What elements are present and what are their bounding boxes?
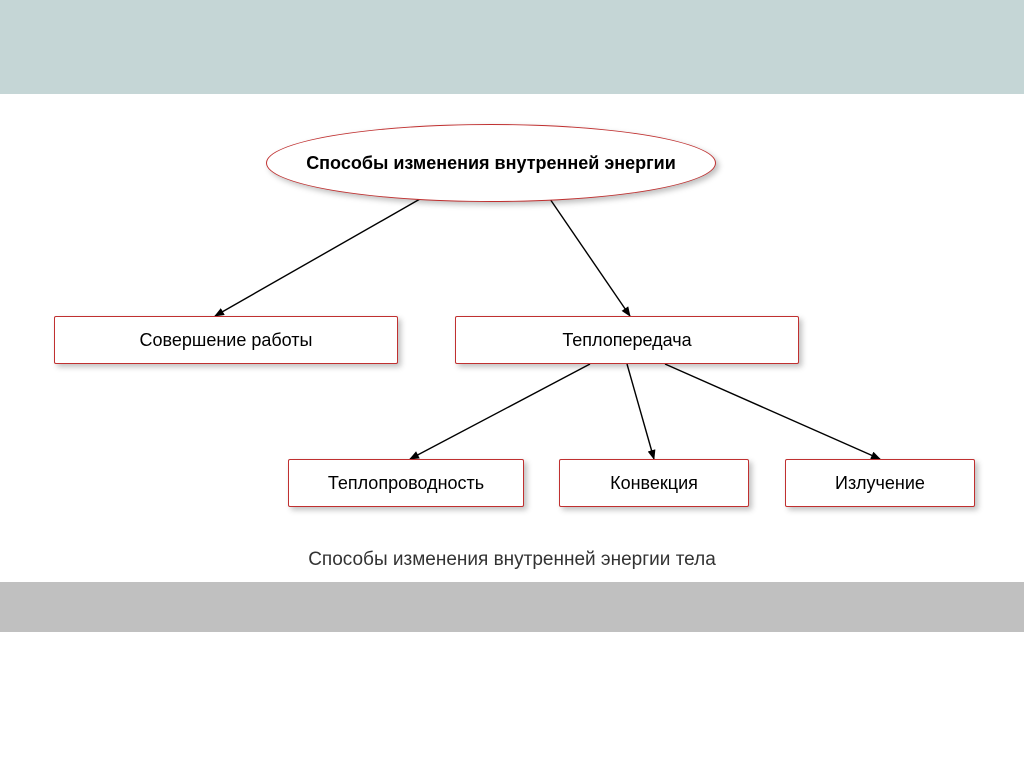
node-rad: Излучение (785, 459, 975, 507)
diagram-caption: Способы изменения внутренней энергии тел… (0, 549, 1024, 571)
node-work: Совершение работы (54, 316, 398, 364)
edge-heat-to-rad (665, 364, 880, 459)
edge-root-to-work (215, 199, 420, 316)
node-heat: Теплопередача (455, 316, 799, 364)
edge-root-to-heat (550, 199, 630, 316)
header-band (0, 0, 1024, 94)
node-root: Способы изменения внутренней энергии (266, 124, 716, 202)
footer-band (0, 582, 1024, 632)
node-conv: Конвекция (559, 459, 749, 507)
edge-heat-to-cond (410, 364, 590, 459)
edge-heat-to-conv (627, 364, 654, 459)
diagram-canvas: Способы изменения внутренней энергии Сове… (0, 94, 1024, 767)
node-cond: Теплопроводность (288, 459, 524, 507)
